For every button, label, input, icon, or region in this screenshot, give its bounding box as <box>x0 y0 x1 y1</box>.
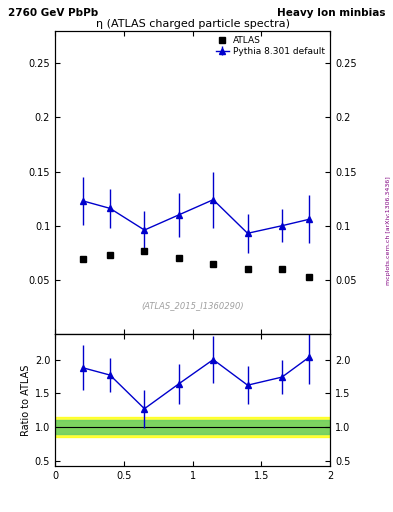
Line: ATLAS: ATLAS <box>79 247 312 280</box>
ATLAS <box>280 266 285 272</box>
ATLAS <box>108 252 112 258</box>
ATLAS <box>176 255 181 261</box>
Y-axis label: Ratio to ATLAS: Ratio to ATLAS <box>20 365 31 436</box>
ATLAS <box>307 273 312 280</box>
Text: (ATLAS_2015_I1360290): (ATLAS_2015_I1360290) <box>141 301 244 310</box>
Text: Heavy Ion minbias: Heavy Ion minbias <box>277 8 385 18</box>
Bar <box>55 417 330 437</box>
ATLAS <box>245 266 250 272</box>
Text: 2760 GeV PbPb: 2760 GeV PbPb <box>8 8 98 18</box>
ATLAS <box>211 261 216 267</box>
Legend: ATLAS, Pythia 8.301 default: ATLAS, Pythia 8.301 default <box>212 33 328 59</box>
ATLAS <box>142 248 147 254</box>
Bar <box>55 420 330 434</box>
ATLAS <box>80 256 85 262</box>
Text: mcplots.cern.ch [arXiv:1306.3436]: mcplots.cern.ch [arXiv:1306.3436] <box>386 176 391 285</box>
Title: η (ATLAS charged particle spectra): η (ATLAS charged particle spectra) <box>95 18 290 29</box>
